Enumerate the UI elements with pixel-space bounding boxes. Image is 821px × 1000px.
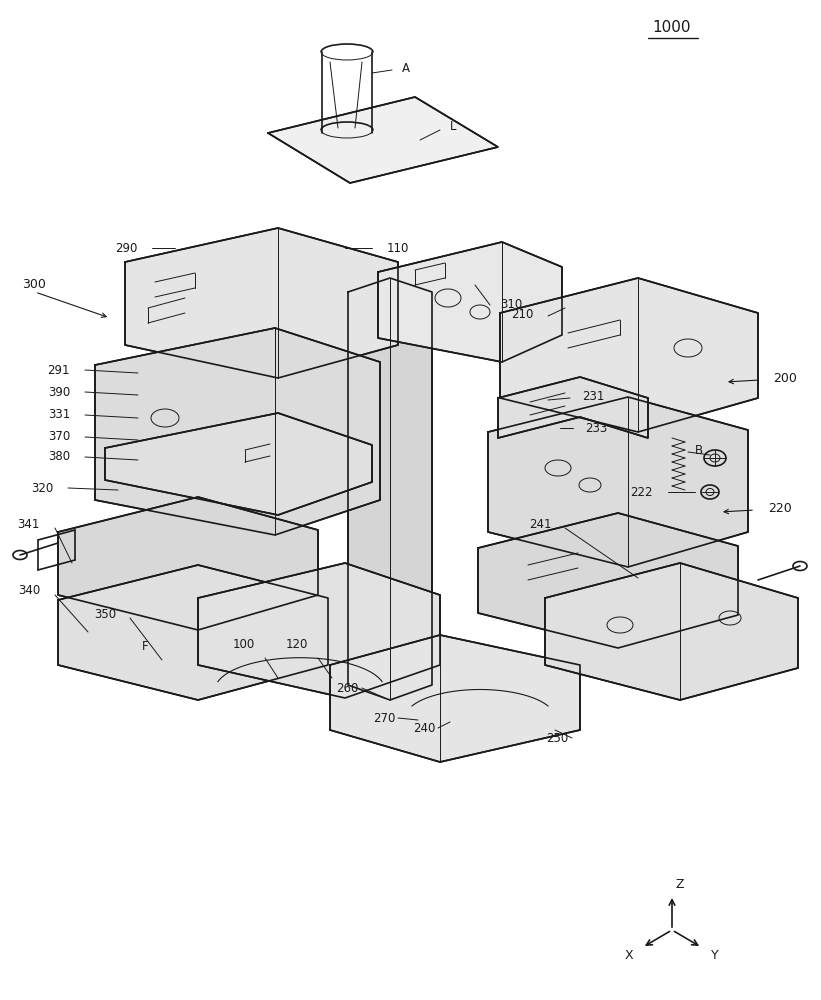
Polygon shape bbox=[378, 242, 562, 362]
Text: 220: 220 bbox=[768, 502, 791, 514]
Polygon shape bbox=[330, 635, 580, 762]
Text: 300: 300 bbox=[22, 278, 46, 292]
Text: 200: 200 bbox=[773, 371, 797, 384]
Text: 380: 380 bbox=[48, 450, 70, 464]
Polygon shape bbox=[125, 228, 398, 378]
Text: 310: 310 bbox=[500, 298, 522, 312]
Text: 320: 320 bbox=[30, 482, 53, 494]
Polygon shape bbox=[198, 563, 440, 698]
Polygon shape bbox=[500, 278, 758, 432]
Text: 350: 350 bbox=[94, 607, 116, 620]
Text: 1000: 1000 bbox=[653, 20, 691, 35]
Text: F: F bbox=[141, 640, 148, 652]
Text: 331: 331 bbox=[48, 408, 70, 422]
Text: 290: 290 bbox=[115, 241, 137, 254]
Polygon shape bbox=[478, 513, 738, 648]
Text: 231: 231 bbox=[582, 390, 604, 403]
Text: L: L bbox=[450, 120, 456, 133]
Text: 260: 260 bbox=[336, 682, 358, 694]
Text: 240: 240 bbox=[413, 722, 435, 734]
Text: 291: 291 bbox=[48, 363, 70, 376]
Text: 120: 120 bbox=[286, 639, 308, 652]
Text: 390: 390 bbox=[48, 385, 70, 398]
Text: Y: Y bbox=[712, 949, 719, 962]
Text: 222: 222 bbox=[631, 486, 653, 498]
Polygon shape bbox=[348, 278, 432, 700]
Text: 241: 241 bbox=[530, 518, 552, 530]
Text: 340: 340 bbox=[18, 584, 40, 597]
Polygon shape bbox=[58, 565, 328, 700]
Polygon shape bbox=[488, 397, 748, 567]
Text: 370: 370 bbox=[48, 430, 70, 444]
Text: Z: Z bbox=[676, 879, 684, 892]
Text: A: A bbox=[402, 62, 410, 75]
Polygon shape bbox=[268, 97, 498, 183]
Polygon shape bbox=[95, 328, 380, 535]
Text: B: B bbox=[695, 444, 703, 456]
Polygon shape bbox=[498, 377, 648, 438]
Polygon shape bbox=[545, 563, 798, 700]
Text: 250: 250 bbox=[546, 732, 568, 744]
Polygon shape bbox=[58, 497, 318, 630]
Text: 270: 270 bbox=[373, 712, 395, 724]
Text: 210: 210 bbox=[511, 308, 533, 322]
Text: 233: 233 bbox=[585, 422, 608, 434]
Polygon shape bbox=[105, 413, 372, 515]
Text: 110: 110 bbox=[387, 241, 410, 254]
Text: 341: 341 bbox=[17, 518, 40, 530]
Text: X: X bbox=[625, 949, 633, 962]
Text: 100: 100 bbox=[232, 639, 255, 652]
